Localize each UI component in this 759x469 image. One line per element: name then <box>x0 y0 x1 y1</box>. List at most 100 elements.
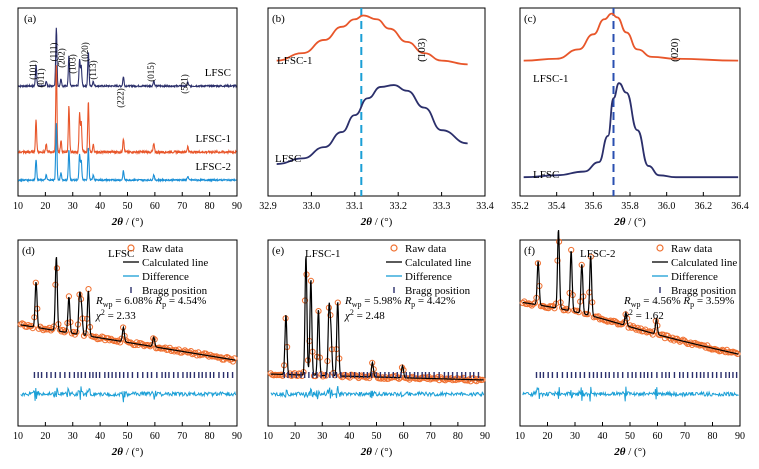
peak-annotation: (011) <box>36 68 46 87</box>
x-axis-label: 2θ / (°) <box>111 446 144 458</box>
series-line <box>18 123 237 183</box>
legend-raw-marker <box>390 244 398 252</box>
panel-label: (e) <box>272 245 285 257</box>
panel-b: 32.9 33.0 33.1 33.2 33.3 33.4 2θ / (°) (b) LFSC-… <box>259 7 494 228</box>
panel-d: 10 20 30 40 50 60 70 80 90 2θ / (°) (d) LFSC Raw dat… <box>13 239 242 458</box>
x-tick-label: 70 <box>680 431 690 442</box>
plane-annotation: (̄103) <box>416 38 428 62</box>
x-tick-label: 36.4 <box>731 201 749 212</box>
x-tick-label: 50 <box>123 431 133 442</box>
series-line <box>523 82 739 179</box>
raw-data-point <box>29 325 36 332</box>
raw-data-point <box>231 355 238 362</box>
x-tick-label: 10 <box>13 431 23 442</box>
x-axis-label: 2θ / (°) <box>360 216 393 228</box>
x-tick-label: 50 <box>372 431 382 442</box>
x-tick-label: 90 <box>480 431 490 442</box>
panel-label: (f) <box>524 245 535 257</box>
raw-data-point <box>193 352 200 359</box>
x-tick-label: 40 <box>344 431 354 442</box>
x-tick-label: 36.0 <box>658 201 676 212</box>
raw-data-point <box>40 327 47 334</box>
raw-data-point <box>47 327 55 334</box>
x-tick-label: 20 <box>290 431 300 442</box>
series-line <box>18 65 237 156</box>
peak-annotation: (̄103) <box>67 54 77 74</box>
peak-annotation: (521) <box>180 74 190 94</box>
peak-annotation: (222) <box>115 88 125 108</box>
x-tick-label: 30 <box>317 431 327 442</box>
x-tick-label: 33.0 <box>303 201 321 212</box>
x-tick-label: 60 <box>150 201 160 212</box>
sample-title: LFSC-1 <box>305 248 340 260</box>
x-tick-label: 90 <box>232 201 242 212</box>
raw-data-point <box>651 328 658 335</box>
x-tick-label: 10 <box>13 201 23 212</box>
panel-label: (b) <box>272 13 285 25</box>
x-tick-label: 20 <box>543 431 553 442</box>
x-tick-label: 35.8 <box>621 201 639 212</box>
legend-bragg-label: Bragg position <box>142 285 208 297</box>
raw-data-point <box>395 375 403 382</box>
x-tick-label: 40 <box>95 201 105 212</box>
raw-data-point <box>667 336 675 343</box>
x-tick-label: 80 <box>205 431 215 442</box>
refinement-stats: Rwp = 6.08% Rp = 4.54% <box>95 295 206 309</box>
legend-raw-marker <box>656 244 664 252</box>
chi-squared: χ2 = 2.33 <box>95 308 136 322</box>
x-tick-label: 90 <box>232 431 242 442</box>
sample-title: LFSC-2 <box>580 248 615 260</box>
refinement-stats: Rwp = 4.56% Rp = 3.59% <box>623 295 734 309</box>
legend-raw-marker <box>127 244 135 252</box>
x-tick-label: 36.2 <box>695 201 713 212</box>
difference-line <box>20 386 237 403</box>
calculated-line <box>522 229 739 355</box>
x-tick-label: 35.4 <box>548 201 566 212</box>
raw-data-point <box>381 375 388 382</box>
calculated-line <box>270 256 484 381</box>
series-label: LFSC-1 <box>533 73 568 85</box>
plot-frame <box>267 7 486 197</box>
x-axis-label: 2θ / (°) <box>613 446 646 458</box>
legend-calc-label: Calculated line <box>142 257 208 269</box>
raw-data-point <box>442 377 449 384</box>
raw-data-point <box>148 341 155 348</box>
raw-data-point <box>229 358 237 365</box>
difference-line <box>270 385 485 400</box>
series-label: LFSC <box>533 169 559 181</box>
legend-calc-label: Calculated line <box>671 257 737 269</box>
x-tick-label: 50 <box>625 431 635 442</box>
sample-title: LFSC <box>108 248 134 260</box>
legend-calc-label: Calculated line <box>405 257 471 269</box>
series-label: LFSC-1 <box>196 133 231 145</box>
peak-annotation: (111) <box>48 43 58 62</box>
legend-raw-label: Raw data <box>671 243 712 255</box>
raw-data-point <box>61 329 68 336</box>
x-tick-label: 33.3 <box>433 201 451 212</box>
legend-bragg-label: Bragg position <box>405 285 471 297</box>
peak-annotation: (015) <box>146 62 156 82</box>
x-tick-label: 90 <box>735 431 745 442</box>
x-tick-label: 35.2 <box>511 201 529 212</box>
legend-diff-label: Difference <box>142 271 189 283</box>
peak-annotation: (101) <box>28 60 38 80</box>
peak-annotation: (020) <box>80 42 90 62</box>
raw-data-point <box>73 329 80 336</box>
x-tick-label: 32.9 <box>259 201 277 212</box>
panel-a: 10 20 30 40 50 60 70 80 90 2θ / (°) (a) LFSC LFSC-1 L… <box>13 7 242 228</box>
x-axis-label: 2θ / (°) <box>360 446 393 458</box>
x-tick-label: 80 <box>453 431 463 442</box>
series-label: LFSC <box>205 67 231 79</box>
panel-e: 10 20 30 40 50 60 70 80 90 2θ / (°) (e) LFSC-1 Raw d… <box>263 239 490 458</box>
series-line <box>276 14 468 66</box>
x-tick-label: 60 <box>399 431 409 442</box>
legend-diff-label: Difference <box>671 271 718 283</box>
x-tick-label: 40 <box>598 431 608 442</box>
peak-annotation: (113) <box>88 60 98 79</box>
peak-annotation: (̄202) <box>57 48 67 68</box>
x-tick-label: 33.1 <box>346 201 364 212</box>
x-tick-label: 70 <box>177 431 187 442</box>
x-tick-label: 40 <box>95 431 105 442</box>
raw-data-point <box>82 330 89 337</box>
